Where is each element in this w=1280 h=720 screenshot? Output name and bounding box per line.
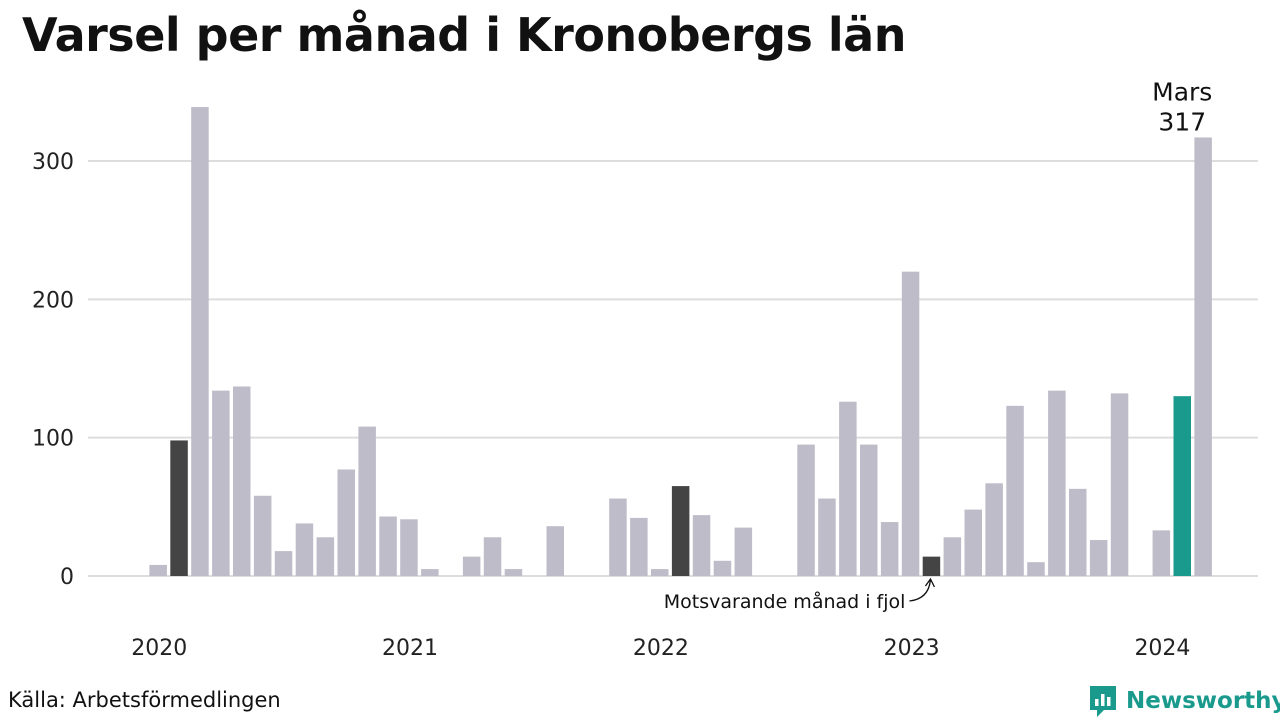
bar-2021-07 xyxy=(504,569,523,576)
x-axis-ticks: 2020 2021 2022 2023 2024 xyxy=(131,636,1190,661)
x-tick-label: 2024 xyxy=(1134,636,1190,661)
brand-logo: Newsworthy xyxy=(1088,684,1280,718)
bar-2020-07 xyxy=(253,495,272,576)
bar-2022-03 xyxy=(671,486,690,576)
current-callout: Mars 317 xyxy=(1152,77,1212,136)
bar-2021-05 xyxy=(462,556,481,576)
bar-2023-10 xyxy=(1069,488,1087,576)
bar-2023-02 xyxy=(901,271,920,576)
bar-2020-11 xyxy=(337,469,355,576)
bar-2022-12 xyxy=(860,444,878,576)
bar-2023-03 xyxy=(922,556,941,576)
bar-chart: 0 100 200 300 2020 2021 2022 2023 2024 Mars 317… xyxy=(32,77,1258,661)
bar-2020-05 xyxy=(212,390,230,576)
bar-2023-09 xyxy=(1048,390,1066,576)
bar-2021-01 xyxy=(379,516,397,576)
bar-2021-09 xyxy=(546,526,564,576)
bar-2023-12 xyxy=(1110,393,1129,576)
y-axis-ticks: 0 100 200 300 xyxy=(32,150,74,590)
current-month-label: Mars xyxy=(1152,77,1212,106)
brand-name: Newsworthy xyxy=(1126,688,1280,714)
bar-2021-12 xyxy=(609,498,627,576)
bar-2020-08 xyxy=(274,551,293,576)
newsworthy-logo-icon xyxy=(1090,686,1116,717)
bar-2021-02 xyxy=(400,519,418,576)
current-value-label: 317 xyxy=(1158,107,1206,136)
annotation: Motsvarande månad i fjol xyxy=(664,577,936,613)
x-tick-label: 2022 xyxy=(633,636,689,661)
annotation-text: Motsvarande månad i fjol xyxy=(664,590,906,613)
bar-2022-01 xyxy=(630,517,648,576)
bar-2021-06 xyxy=(483,537,502,576)
bar-2022-02 xyxy=(651,569,669,576)
bar-2023-05 xyxy=(964,509,982,576)
bar-2020-04 xyxy=(191,107,209,577)
bar-2023-04 xyxy=(943,537,962,576)
x-tick-label: 2023 xyxy=(884,636,940,661)
bar-2021-03 xyxy=(421,569,439,576)
bar-2022-05 xyxy=(713,560,732,576)
bar-2020-10 xyxy=(316,537,335,576)
y-tick-label: 200 xyxy=(32,288,74,313)
bar-2022-10 xyxy=(818,498,836,576)
bar-2023-08 xyxy=(1027,562,1045,576)
y-tick-label: 300 xyxy=(32,150,74,175)
x-tick-label: 2021 xyxy=(382,636,438,661)
bar-2020-02 xyxy=(149,564,167,576)
source-note: Källa: Arbetsförmedlingen xyxy=(8,688,281,712)
bar-2022-06 xyxy=(734,527,753,576)
bar-2022-09 xyxy=(797,444,815,576)
bar-2020-09 xyxy=(295,523,314,576)
chart-title: Varsel per månad i Kronobergs län xyxy=(22,8,906,62)
bar-2023-06 xyxy=(985,483,1003,576)
annotation-arrow xyxy=(909,577,936,602)
bar-2022-04 xyxy=(692,515,711,576)
bar-2024-03 xyxy=(1173,396,1191,576)
bar-2023-01 xyxy=(880,522,899,576)
bar-2023-11 xyxy=(1089,540,1108,576)
bar-2020-03 xyxy=(170,440,188,576)
bar-undefined xyxy=(1194,137,1212,576)
bars xyxy=(149,107,1212,577)
bar-2020-06 xyxy=(233,386,251,576)
bar-2020-12 xyxy=(358,426,376,576)
bar-2022-11 xyxy=(839,401,857,576)
y-tick-label: 100 xyxy=(32,427,74,452)
x-tick-label: 2020 xyxy=(131,636,187,661)
y-tick-label: 0 xyxy=(60,565,74,590)
bar-2024-02 xyxy=(1152,530,1171,576)
bar-2023-07 xyxy=(1006,405,1024,576)
